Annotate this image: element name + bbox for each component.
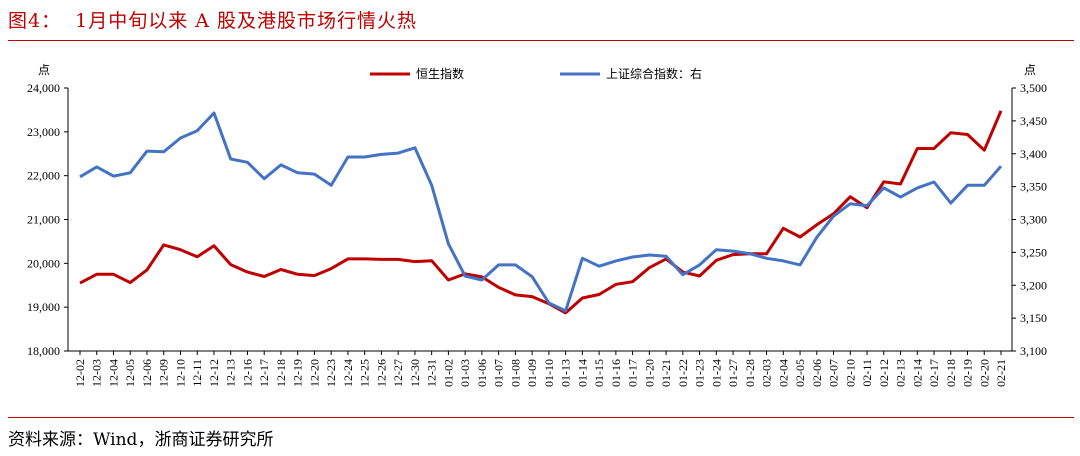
right-tick-label: 3,400 <box>1020 147 1047 161</box>
x-tick-label: 12-19 <box>291 359 305 387</box>
left-tick-label: 20,000 <box>27 256 60 270</box>
x-tick-label: 02-19 <box>961 359 975 387</box>
x-tick-label: 12-06 <box>140 359 154 387</box>
x-tick-label: 02-07 <box>827 359 841 387</box>
x-tick-label: 01-10 <box>542 359 556 387</box>
left-axis-unit: 点 <box>38 63 50 77</box>
x-tick-label: 12-05 <box>123 359 137 387</box>
legend-label: 上证综合指数：右 <box>606 66 702 81</box>
x-tick-label: 12-12 <box>207 359 221 387</box>
x-tick-label: 01-08 <box>508 359 522 387</box>
x-tick-label: 02-20 <box>977 359 991 387</box>
right-tick-label: 3,100 <box>1020 344 1047 358</box>
x-tick-label: 01-06 <box>475 359 489 387</box>
x-tick-label: 02-04 <box>776 359 790 387</box>
x-tick-label: 01-21 <box>659 359 673 387</box>
x-tick-label: 01-20 <box>642 359 656 387</box>
right-tick-label: 3,150 <box>1020 311 1047 325</box>
x-tick-label: 01-02 <box>441 359 455 387</box>
x-tick-label: 01-24 <box>709 359 723 387</box>
legend-label: 恒生指数 <box>416 66 464 81</box>
x-tick-label: 01-23 <box>693 359 707 387</box>
x-tick-label: 12-04 <box>106 359 120 387</box>
series-line-sse <box>79 111 1003 313</box>
x-tick-label: 12-31 <box>425 359 439 387</box>
x-tick-label: 01-14 <box>575 359 589 387</box>
left-tick-label: 23,000 <box>27 125 60 139</box>
right-tick-label: 3,200 <box>1020 278 1047 292</box>
x-tick-label: 02-10 <box>843 359 857 387</box>
x-tick-label: 01-13 <box>559 359 573 387</box>
x-tick-label: 01-28 <box>743 359 757 387</box>
x-tick-label: 01-07 <box>492 359 506 387</box>
x-tick-label: 12-09 <box>157 359 171 387</box>
x-tick-label: 02-11 <box>860 359 874 387</box>
source-note: 资料来源：Wind，浙商证券研究所 <box>8 430 274 450</box>
x-tick-label: 12-24 <box>341 359 355 387</box>
x-tick-label: 02-05 <box>793 359 807 387</box>
x-tick-label: 02-06 <box>810 359 824 387</box>
right-axis-unit: 点 <box>1024 63 1036 77</box>
x-tick-label: 02-12 <box>877 359 891 387</box>
x-tick-label: 12-20 <box>307 359 321 387</box>
x-tick-label: 01-22 <box>676 359 690 387</box>
left-tick-label: 18,000 <box>27 344 60 358</box>
x-tick-label: 12-03 <box>90 359 104 387</box>
left-tick-label: 19,000 <box>27 300 60 314</box>
x-tick-label: 12-30 <box>408 359 422 387</box>
left-tick-label: 22,000 <box>27 169 60 183</box>
x-tick-label: 01-27 <box>726 359 740 387</box>
x-tick-label: 12-27 <box>391 359 405 387</box>
x-tick-label: 12-18 <box>274 359 288 387</box>
x-tick-label: 12-02 <box>73 359 87 387</box>
right-tick-label: 3,300 <box>1020 213 1047 227</box>
x-tick-label: 02-13 <box>894 359 908 387</box>
x-tick-label: 12-13 <box>224 359 238 387</box>
x-tick-label: 01-03 <box>458 359 472 387</box>
x-tick-label: 01-09 <box>525 359 539 387</box>
title-divider <box>8 40 1074 41</box>
x-tick-label: 02-21 <box>994 359 1008 387</box>
x-tick-label: 12-23 <box>324 359 338 387</box>
right-tick-label: 3,450 <box>1020 114 1047 128</box>
x-tick-label: 02-17 <box>927 359 941 387</box>
x-tick-label: 12-16 <box>240 359 254 387</box>
x-tick-label: 12-17 <box>257 359 271 387</box>
x-tick-label: 12-25 <box>358 359 372 387</box>
x-tick-label: 01-15 <box>592 359 606 387</box>
figure-title: 图4： 1月中旬以来 A 股及港股市场行情火热 <box>8 10 418 32</box>
series-line-hsi <box>79 110 1003 315</box>
right-tick-label: 3,500 <box>1020 81 1047 95</box>
x-tick-label: 01-17 <box>626 359 640 387</box>
x-tick-label: 02-18 <box>944 359 958 387</box>
x-tick-label: 12-26 <box>374 359 388 387</box>
x-tick-label: 02-03 <box>760 359 774 387</box>
left-tick-label: 21,000 <box>27 213 60 227</box>
x-tick-label: 12-11 <box>190 359 204 387</box>
right-tick-label: 3,250 <box>1020 245 1047 259</box>
right-tick-label: 3,350 <box>1020 180 1047 194</box>
x-tick-label: 12-10 <box>173 359 187 387</box>
source-divider <box>8 417 1074 418</box>
left-tick-label: 24,000 <box>27 81 60 95</box>
x-tick-label: 02-14 <box>910 359 924 387</box>
x-tick-label: 01-16 <box>609 359 623 387</box>
